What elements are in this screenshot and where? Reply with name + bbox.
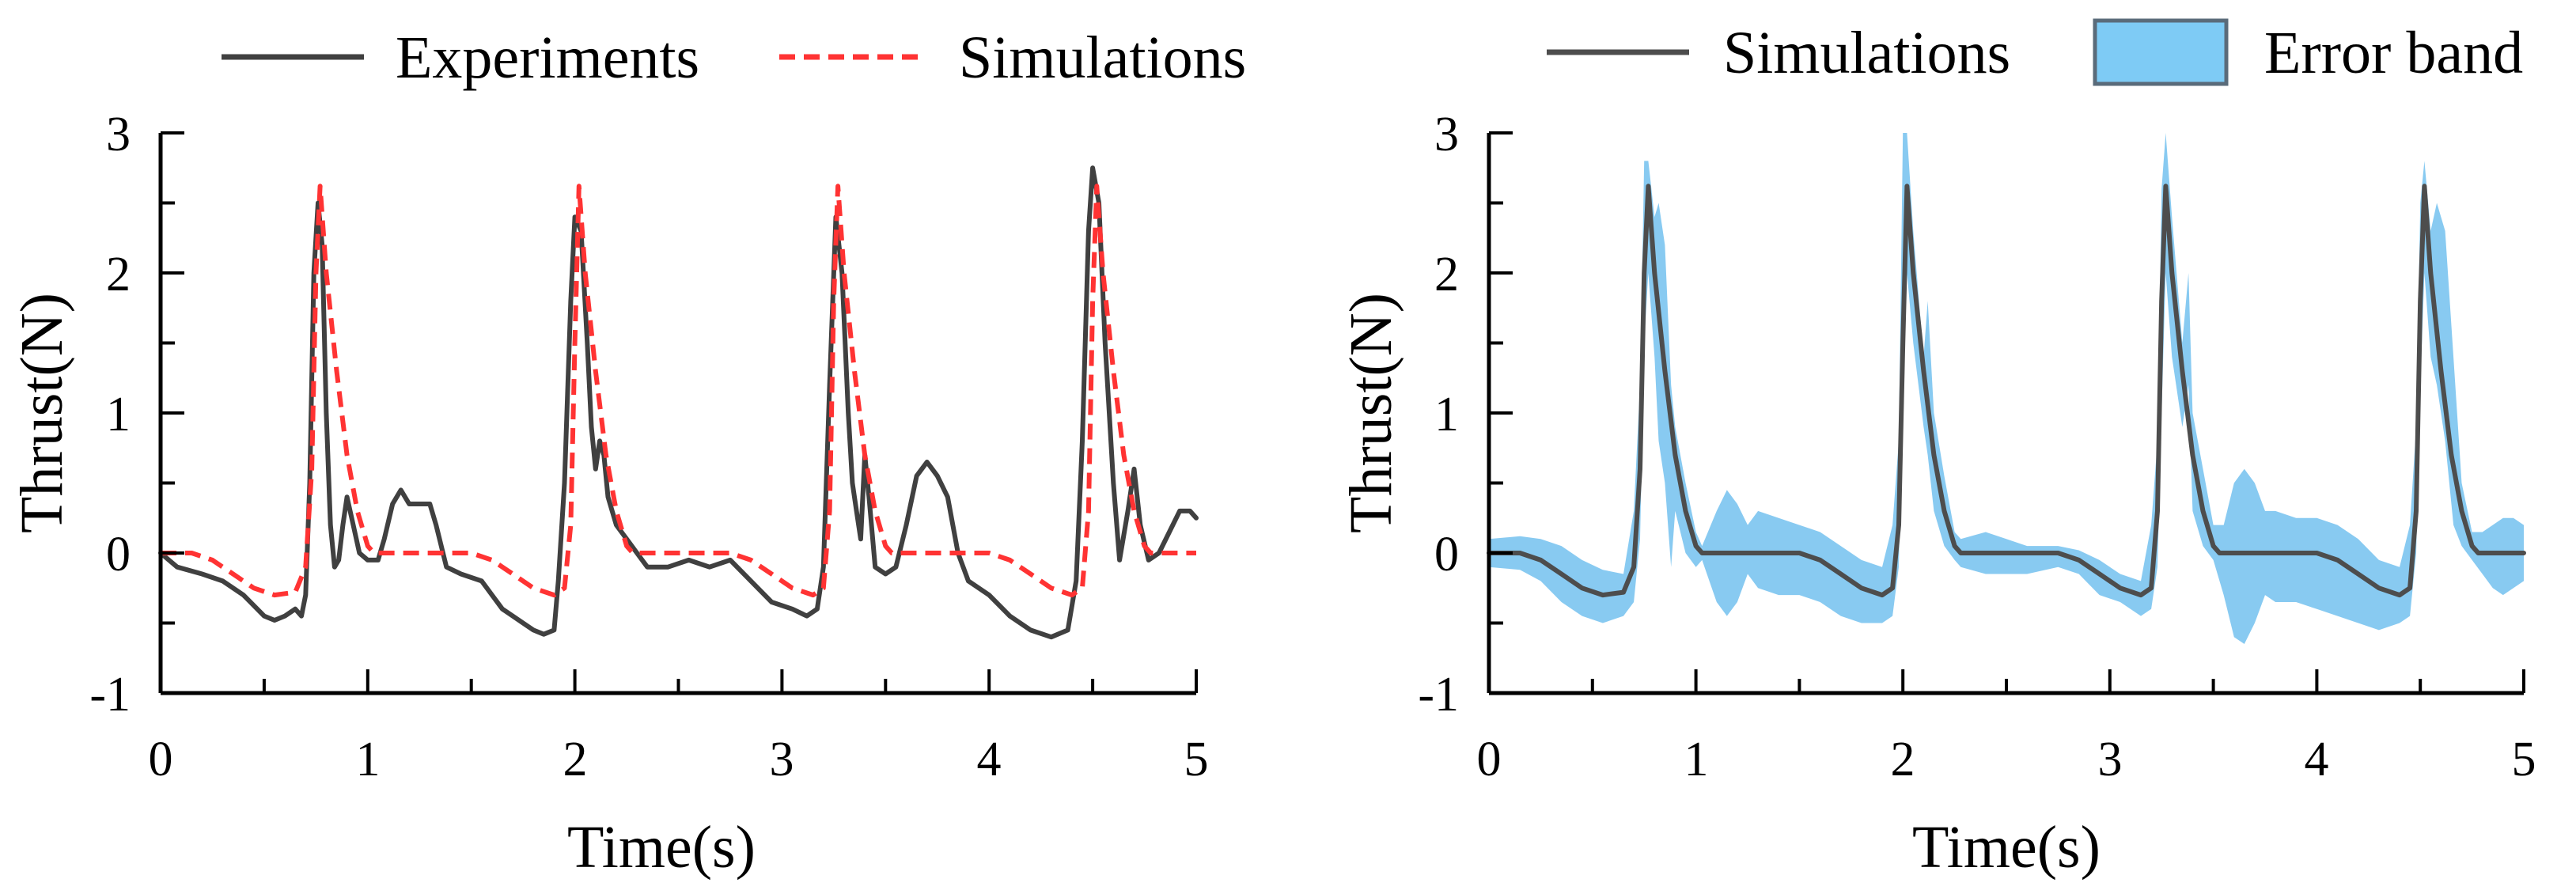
left-axes [158,131,1198,695]
right-ticks [1487,131,2525,695]
right-x-tick-label: 5 [2512,733,2536,786]
left-legend-simulations-label: Simulations [959,25,1246,91]
right-y-tick-label: 2 [1434,248,1459,301]
right-y-tick-label: 3 [1434,108,1459,161]
right-legend: Simulations Error band [1547,18,2523,86]
right-y-axis-title: Thrust(N) [1338,293,1404,533]
right-x-axis-title: Time(s) [1912,814,2101,881]
left-tick-labels: 0 1 2 3 4 5 -1 0 1 2 3 [89,108,1208,786]
right-y-tick-label: -1 [1418,668,1459,722]
right-tick-labels: 0 1 2 3 4 5 -1 0 1 2 3 [1418,108,2536,786]
right-simulations-line [1487,184,2526,598]
right-y-tick-label: 0 [1434,528,1459,581]
left-x-axis-title: Time(s) [567,814,756,881]
left-y-tick-label: 0 [106,528,131,581]
left-y-axis-title: Thrust(N) [9,293,75,533]
left-plot-area [158,165,1199,640]
left-experiments-line [158,165,1199,640]
left-ticks [159,131,1198,695]
right-legend-error-band-label: Error band [2264,20,2523,86]
right-legend-error-band-swatch [2093,18,2229,86]
left-x-tick-label: 0 [149,733,173,786]
right-y-tick-label: 1 [1434,388,1459,441]
right-x-tick-label: 4 [2305,733,2329,786]
right-chart: Simulations Error band 0 1 2 3 4 5 -1 0 … [1338,18,2536,881]
left-legend: Experiments Simulations [222,25,1246,91]
left-chart: Experiments Simulations 0 1 2 3 4 5 -1 0… [9,25,1246,881]
right-axes [1487,131,2525,695]
left-legend-experiments-label: Experiments [396,25,699,91]
left-y-tick-label: -1 [89,668,131,722]
left-y-tick-label: 2 [106,248,131,301]
left-x-tick-label: 2 [563,733,588,786]
left-x-tick-label: 3 [770,733,794,786]
right-plot-area [1487,133,2526,644]
right-x-tick-label: 2 [1891,733,1915,786]
left-x-tick-label: 4 [977,733,1002,786]
right-x-tick-label: 1 [1684,733,1709,786]
left-y-tick-label: 3 [106,108,131,161]
right-legend-simulations-label: Simulations [1723,20,2010,86]
left-x-tick-label: 1 [356,733,381,786]
right-error-band [1489,133,2524,644]
left-y-tick-label: 1 [106,388,131,441]
right-x-tick-label: 0 [1477,733,1502,786]
left-x-tick-label: 5 [1184,733,1209,786]
right-x-tick-label: 3 [2098,733,2123,786]
